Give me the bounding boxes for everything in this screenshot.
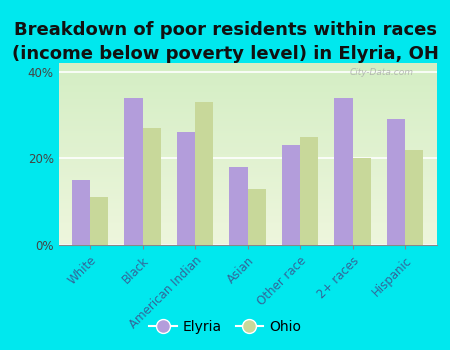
Bar <box>248 189 266 245</box>
Bar <box>176 132 195 245</box>
Bar <box>195 102 213 245</box>
Bar <box>143 128 161 245</box>
Bar <box>229 167 248 245</box>
Bar <box>387 119 405 245</box>
Text: City-Data.com: City-Data.com <box>350 69 414 77</box>
Bar <box>282 145 300 245</box>
Bar <box>352 158 371 245</box>
Bar <box>405 150 423 245</box>
Text: Breakdown of poor residents within races
(income below poverty level) in Elyria,: Breakdown of poor residents within races… <box>12 21 438 63</box>
Legend: Elyria, Ohio: Elyria, Ohio <box>144 314 306 340</box>
Bar <box>300 136 319 245</box>
Bar <box>72 180 90 245</box>
Bar <box>90 197 108 245</box>
Bar <box>334 98 352 245</box>
Bar <box>124 98 143 245</box>
